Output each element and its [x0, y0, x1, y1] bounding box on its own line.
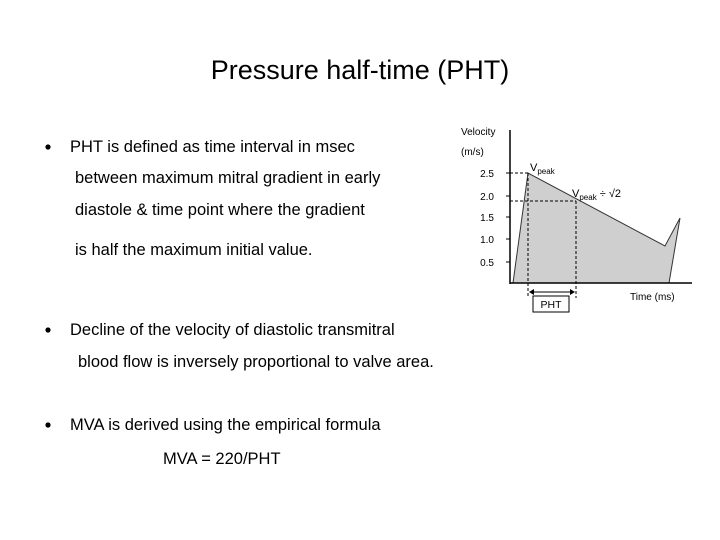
bullet-text: PHT is defined as time interval in msec: [70, 138, 355, 156]
y-tick-label: 1.5: [480, 213, 494, 224]
y-tick-label: 2.0: [480, 192, 494, 203]
peak-sub: peak: [537, 167, 555, 176]
peak-main: V: [530, 162, 538, 174]
bullet-text: diastole & time point where the gradient: [75, 201, 365, 219]
bullet-dot: [45, 327, 51, 333]
arrow-head: [570, 289, 575, 295]
arrow-head: [529, 289, 534, 295]
y-tick-label: 0.5: [480, 258, 494, 269]
half-main: V: [572, 188, 580, 200]
bullet-dot: [45, 144, 51, 150]
y-axis-label: Velocity: [461, 127, 495, 138]
y-tick-label: 2.5: [480, 169, 494, 180]
y-axis-label: (m/s): [461, 147, 484, 158]
half-rest: ÷ √2: [597, 188, 621, 200]
bullet-text: MVA = 220/PHT: [163, 450, 281, 468]
bullet-dot: [45, 422, 51, 428]
bullet-text: between maximum mitral gradient in early: [75, 169, 381, 187]
slide-title: Pressure half-time (PHT): [211, 55, 510, 85]
bullet-list: PHT is defined as time interval in msec b…: [45, 138, 434, 468]
peak-label: Vpeak: [530, 162, 556, 176]
half-label: Vpeak ÷ √2: [572, 188, 621, 202]
bullet-text: MVA is derived using the empirical formu…: [70, 416, 381, 434]
interval-box: [532, 295, 570, 313]
pht-figure: PHT Velocity (m/s) Time (ms) Vpeak Vpeak…: [461, 127, 692, 313]
x-axis-label: Time (ms): [630, 292, 675, 303]
y-tick-label: 1.0: [480, 235, 494, 246]
half-sub: peak: [579, 193, 597, 202]
bullet-text: is half the maximum initial value.: [75, 241, 313, 259]
interval-label: PHT: [541, 299, 563, 311]
bullet-text: blood flow is inversely proportional to …: [78, 353, 434, 371]
bullet-text: Decline of the velocity of diastolic tra…: [70, 321, 395, 339]
